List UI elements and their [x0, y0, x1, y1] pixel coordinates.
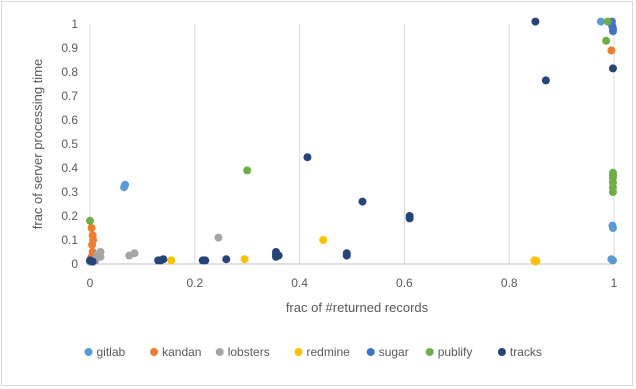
legend-marker-kandan	[150, 348, 159, 356]
data-point-lobsters	[214, 233, 223, 242]
data-point-gitlab	[608, 256, 617, 265]
y-tick-label: 1	[71, 17, 78, 31]
data-point-tracks	[222, 255, 231, 264]
y-tick-label: 0.8	[61, 65, 78, 79]
y-tick-label: 0.6	[61, 113, 78, 127]
data-point-tracks	[405, 212, 414, 220]
data-point-tracks	[541, 76, 550, 85]
y-tick-label: 0.7	[61, 89, 78, 103]
data-point-publify	[608, 188, 617, 196]
data-point-redmine	[240, 255, 249, 264]
data-point-tracks	[159, 255, 168, 264]
data-point-kandan	[607, 46, 616, 55]
legend-label-sugar: sugar	[379, 345, 409, 359]
data-point-tracks	[88, 257, 97, 266]
legend-label-tracks: tracks	[510, 345, 542, 359]
data-point-kandan	[87, 224, 96, 232]
data-point-publify	[603, 17, 612, 26]
x-tick-label: 1	[611, 276, 618, 290]
y-tick-label: 0	[71, 257, 78, 271]
data-point-tracks	[358, 197, 367, 206]
legend-label-publify: publify	[438, 345, 473, 359]
data-point-redmine	[531, 257, 540, 266]
x-tick-label: 0.2	[186, 276, 203, 290]
data-point-publify	[608, 171, 617, 180]
data-point-kandan	[88, 240, 97, 249]
data-point-redmine	[319, 236, 328, 244]
legend-marker-gitlab	[84, 348, 93, 356]
x-tick-label: 0.4	[291, 276, 308, 290]
legend-label-gitlab: gitlab	[97, 345, 126, 359]
data-point-tracks	[201, 256, 210, 265]
legend-marker-tracks	[497, 348, 506, 356]
data-point-lobsters	[130, 249, 139, 258]
data-point-publify	[602, 36, 611, 45]
y-tick-label: 0.9	[61, 41, 78, 55]
y-tick-label: 0.1	[61, 233, 78, 247]
legend-marker-lobsters	[215, 348, 224, 356]
data-point-redmine	[167, 256, 176, 265]
x-tick-label: 0	[87, 276, 94, 290]
y-axis-title: frac of server processing time	[30, 59, 45, 230]
data-point-tracks	[272, 248, 281, 256]
legend-marker-publify	[425, 348, 434, 356]
data-point-gitlab	[596, 17, 605, 26]
data-point-tracks	[303, 153, 312, 162]
data-point-publify	[243, 166, 252, 175]
data-point-publify	[86, 216, 94, 225]
x-tick-label: 0.8	[501, 276, 518, 290]
legend-marker-sugar	[366, 348, 375, 356]
y-tick-label: 0.3	[61, 185, 78, 199]
x-tick-label: 0.6	[396, 276, 413, 290]
y-tick-label: 0.5	[61, 137, 78, 151]
data-point-gitlab	[608, 224, 617, 232]
y-tick-label: 0.4	[61, 161, 78, 175]
y-tick-label: 0.2	[61, 209, 78, 223]
data-point-tracks	[342, 249, 351, 258]
legend-marker-redmine	[294, 348, 303, 356]
legend-label-kandan: kandan	[162, 345, 201, 359]
data-point-tracks	[608, 64, 617, 73]
legend-label-redmine: redmine	[307, 345, 351, 359]
legend-label-lobsters: lobsters	[228, 345, 270, 359]
data-point-sugar	[608, 27, 617, 36]
data-point-gitlab	[121, 180, 130, 189]
data-point-tracks	[531, 17, 540, 26]
x-axis-title: frac of #returned records	[286, 300, 429, 315]
